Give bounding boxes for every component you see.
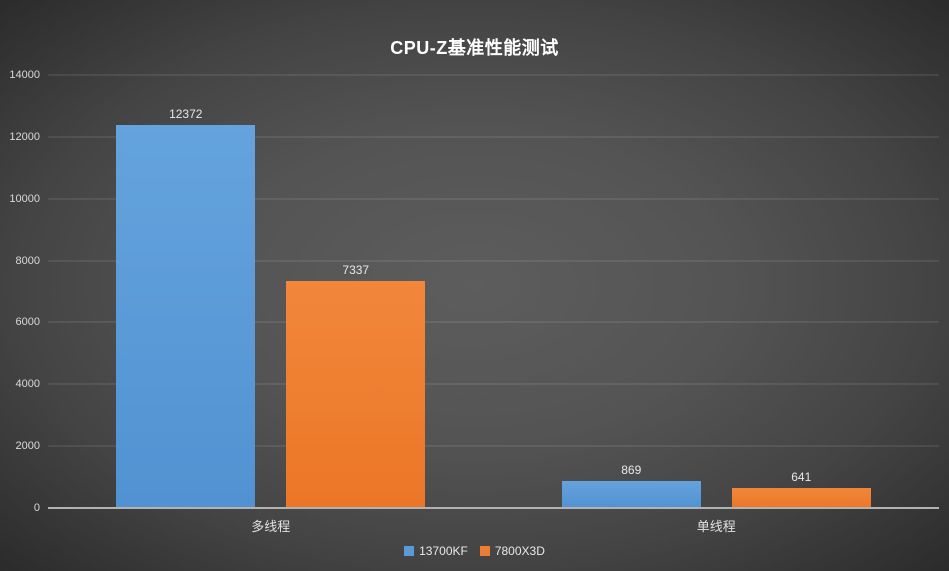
gridline [48,74,939,76]
chart-title: CPU-Z基准性能测试 [390,38,559,58]
y-tick-label: 10000 [9,192,40,205]
y-tick-label: 6000 [15,316,40,329]
category-label: 多线程 [251,519,291,534]
legend-swatch-icon [479,546,490,556]
bar-7800X3D: 7337 [286,263,426,508]
y-tick-label: 2000 [15,440,40,453]
gridline [48,383,939,385]
data-label: 7337 [342,263,370,278]
legend-swatch-icon [404,546,415,556]
bar-13700KF: 869 [561,463,701,508]
bar-7800X3D: 641 [731,470,871,508]
y-tick-label: 14000 [9,69,40,81]
plot-area: 12372 7337 869 641 [48,74,940,509]
category-label: 单线程 [696,519,736,534]
bar-13700KF: 12372 [116,107,256,508]
data-label: 641 [791,470,812,485]
x-axis-line [48,507,939,509]
legend-item-7800X3D: 7800X3D [479,544,545,558]
y-axis: 0 2000 4000 6000 8000 10000 12000 14000 [0,69,40,514]
x-axis: 多线程 单线程 [48,516,939,535]
gridline [48,136,939,138]
legend: 13700KF 7800X3D [0,544,949,558]
data-label: 12372 [169,107,203,122]
gridline [48,321,939,323]
legend-item-13700KF: 13700KF [404,544,468,558]
category-group-1: 12372 7337 [48,75,494,508]
legend-label: 7800X3D [494,544,545,558]
y-tick-label: 4000 [15,378,40,391]
y-tick-label: 0 [33,502,40,514]
category-group-2: 869 641 [494,75,940,508]
y-tick-label: 12000 [9,130,40,143]
y-tick-label: 8000 [15,254,40,267]
legend-label: 13700KF [419,544,468,558]
data-label: 869 [621,463,642,478]
gridline [48,445,939,447]
gridline [48,260,939,262]
gridline [48,198,939,200]
